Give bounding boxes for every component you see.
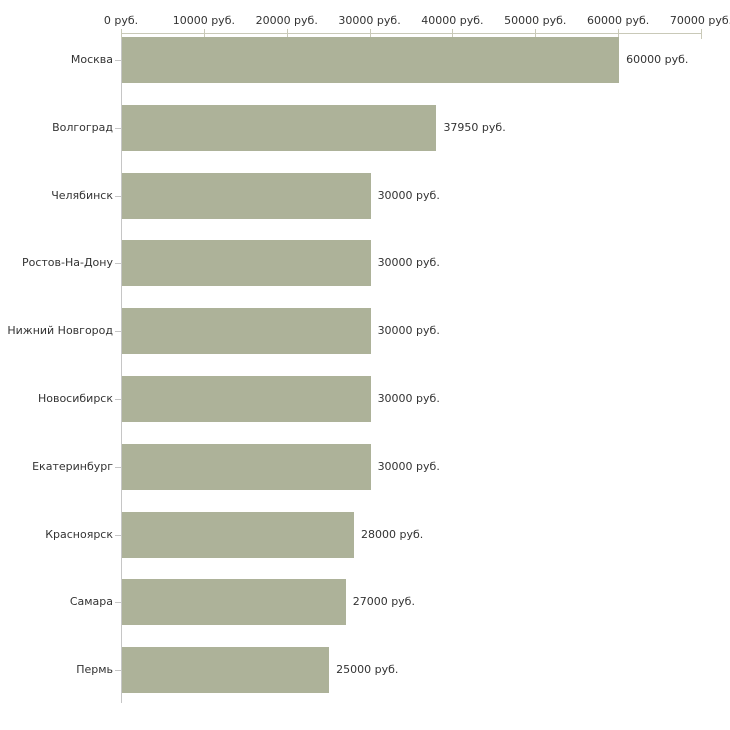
bar-value-label: 30000 руб. (377, 392, 440, 405)
bar (122, 240, 371, 287)
bar (122, 579, 346, 626)
bar-value-label: 30000 руб. (377, 188, 440, 202)
bar-value-label: 25000 руб. (336, 663, 399, 677)
x-axis-tick (121, 29, 122, 39)
bar-value-label: 28000 руб. (361, 527, 424, 541)
category-tick (115, 466, 121, 468)
x-axis-line (121, 33, 701, 34)
bar (122, 172, 371, 219)
x-axis-tick-label: 30000 руб. (338, 14, 401, 27)
x-axis-tick (369, 29, 371, 39)
category-tick (115, 331, 121, 333)
bar-value-label: 30000 руб. (377, 324, 440, 338)
category-label: Новосибирск (37, 392, 113, 405)
bar (122, 308, 371, 355)
category-tick (115, 60, 121, 61)
x-axis-tick-label: 50000 руб. (504, 14, 567, 27)
category-label: Екатеринбург (32, 459, 113, 473)
x-axis-tick (535, 29, 537, 39)
category-tick (115, 670, 121, 672)
category-label: Волгоград (52, 120, 113, 134)
bar-value-label: 30000 руб. (377, 256, 440, 270)
bar (122, 104, 437, 151)
category-label: Красноярск (45, 527, 113, 541)
bar (122, 511, 354, 558)
x-axis-tick-label: 20000 руб. (255, 14, 318, 27)
bar-value-label: 37950 руб. (443, 120, 506, 134)
y-axis-line (121, 33, 122, 703)
bar-value-label: 30000 руб. (377, 459, 440, 473)
bar (122, 376, 371, 422)
category-label: Пермь (76, 663, 113, 677)
category-tick (115, 263, 121, 265)
x-axis-tick (452, 29, 454, 39)
x-axis-tick (286, 29, 288, 39)
category-label: Челябинск (51, 188, 113, 202)
bar-value-label: 60000 руб. (626, 53, 689, 66)
x-axis-tick-label: 10000 руб. (172, 14, 235, 27)
category-tick (115, 534, 121, 536)
x-axis-tick (701, 29, 702, 39)
category-tick (115, 127, 121, 129)
bar (122, 37, 620, 83)
category-tick (115, 399, 121, 400)
category-label: Нижний Новгород (7, 324, 113, 338)
category-label: Москва (70, 53, 113, 66)
bar-value-label: 27000 руб. (352, 595, 415, 609)
x-axis-tick (203, 29, 205, 39)
category-tick (115, 602, 121, 604)
x-axis-tick-label: 60000 руб. (587, 14, 650, 27)
x-axis-tick-label: 40000 руб. (421, 14, 484, 27)
x-axis-tick (618, 29, 620, 39)
category-tick (115, 195, 121, 197)
x-axis-tick-label: 70000 руб. (669, 14, 730, 27)
category-label: Ростов-На-Дону (21, 256, 113, 270)
x-axis-tick-label: 0 руб. (103, 14, 139, 27)
category-label: Самара (69, 595, 113, 609)
bar (122, 647, 330, 694)
bar (122, 443, 371, 490)
